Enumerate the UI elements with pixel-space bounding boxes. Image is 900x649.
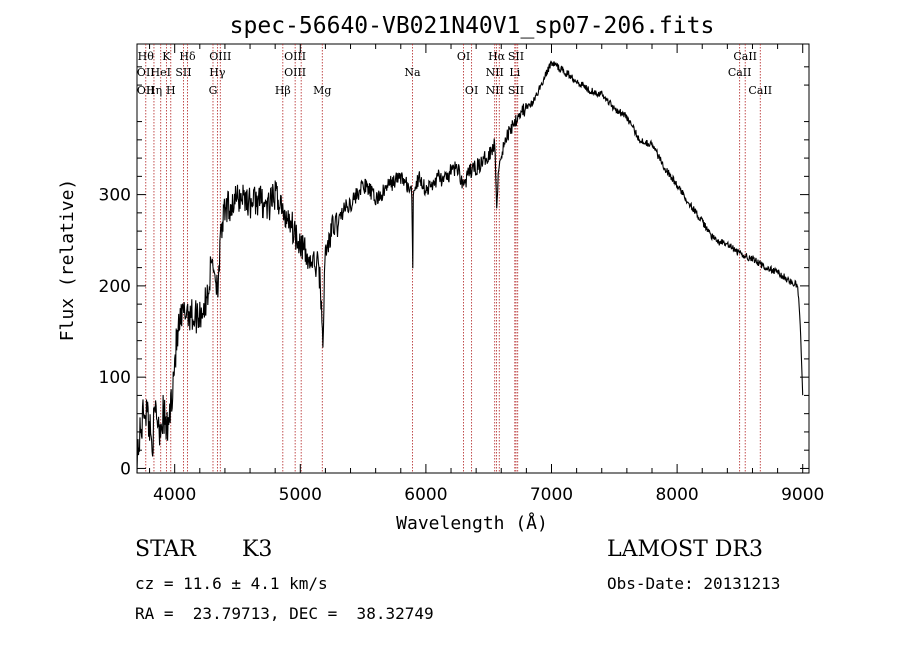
plot-frame — [136, 43, 810, 474]
line-label: OIII — [284, 66, 306, 79]
object-class: STAR — [135, 537, 196, 562]
spectral-line-markers — [145, 44, 761, 473]
chart-title: spec-56640-VB021N40V1_sp07-206.fits — [230, 13, 715, 39]
survey-name: LAMOST DR3 — [607, 537, 763, 562]
x-tick-label: 5000 — [279, 485, 322, 505]
y-axis: 0 100 200 300 — [99, 66, 809, 479]
line-label: Mg — [313, 84, 331, 97]
line-label: Li — [509, 66, 520, 79]
spectrum-series-line — [136, 60, 804, 474]
line-label: Na — [404, 66, 421, 79]
line-label: CaII — [728, 66, 752, 79]
line-label: Hθ — [138, 50, 155, 63]
y-tick-label: 100 — [99, 368, 131, 388]
line-label: CaII — [733, 50, 757, 63]
spectral-line-labels: HθOIIOIIHηHeIKHSIIHδGHγOIIIHβOIIIOIIIMgN… — [137, 50, 772, 97]
line-label: OI — [457, 50, 470, 63]
line-label: SII — [508, 84, 524, 97]
line-label: K — [162, 50, 171, 63]
y-tick-label: 300 — [99, 186, 131, 206]
redshift-readout: cz = 11.6 ± 4.1 km/s — [135, 574, 328, 593]
line-label: Hδ — [179, 50, 196, 63]
y-tick-label: 0 — [120, 459, 131, 479]
line-label: HeI — [151, 66, 171, 79]
line-label: OI — [465, 84, 478, 97]
line-label: CaII — [748, 84, 772, 97]
x-tick-label: 7000 — [530, 485, 573, 505]
line-label: H — [166, 84, 176, 97]
subclass: K3 — [242, 537, 273, 562]
line-label: OII — [137, 66, 155, 79]
line-label: G — [209, 84, 218, 97]
y-axis-label: Flux (relative) — [57, 179, 78, 342]
line-label: Hη — [146, 84, 162, 97]
line-label: OII — [137, 84, 155, 97]
line-label: SII — [175, 66, 191, 79]
line-label: Hβ — [275, 84, 291, 97]
x-tick-label: 4000 — [153, 485, 196, 505]
obs-date: Obs-Date: 20131213 — [607, 574, 781, 593]
line-label: OIII — [209, 50, 231, 63]
line-label: NII — [486, 84, 504, 97]
line-label: SII — [508, 50, 524, 63]
x-axis: 4000 5000 6000 7000 8000 9000 — [149, 44, 824, 505]
y-tick-label: 200 — [99, 277, 131, 297]
x-tick-label: 8000 — [655, 485, 698, 505]
x-tick-label: 9000 — [781, 485, 824, 505]
line-label: OIII — [284, 50, 306, 63]
line-label: Hα — [488, 50, 506, 63]
line-label: NII — [486, 66, 504, 79]
line-label: Hγ — [209, 66, 226, 79]
x-axis-label: Wavelength (Å) — [396, 512, 548, 534]
x-tick-label: 6000 — [404, 485, 447, 505]
coordinates: RA = 23.79713, DEC = 38.32749 — [135, 604, 434, 623]
